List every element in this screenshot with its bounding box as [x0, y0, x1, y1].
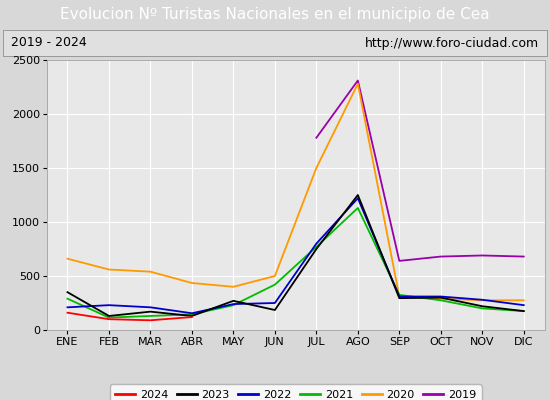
2020 — [479, 298, 486, 303]
2023 — [106, 314, 112, 318]
2020 — [355, 81, 361, 86]
2021 — [230, 303, 236, 308]
2022 — [64, 305, 71, 310]
2022 — [479, 297, 486, 302]
2020 — [106, 267, 112, 272]
2022 — [396, 294, 403, 299]
2019 — [313, 135, 320, 140]
2023 — [313, 246, 320, 252]
2022 — [272, 301, 278, 306]
2021 — [189, 312, 195, 317]
2019 — [479, 253, 486, 258]
2024 — [64, 310, 71, 315]
2022 — [520, 303, 527, 308]
2024 — [147, 318, 154, 323]
2019 — [520, 254, 527, 259]
2021 — [355, 206, 361, 210]
2021 — [64, 296, 71, 301]
2023 — [437, 295, 444, 300]
2020 — [520, 298, 527, 303]
2021 — [272, 282, 278, 287]
2021 — [520, 309, 527, 314]
Line: 2022: 2022 — [68, 198, 524, 313]
2021 — [106, 315, 112, 320]
2023 — [147, 309, 154, 314]
2022 — [313, 241, 320, 246]
2022 — [106, 303, 112, 308]
Text: Evolucion Nº Turistas Nacionales en el municipio de Cea: Evolucion Nº Turistas Nacionales en el m… — [60, 8, 490, 22]
2020 — [189, 281, 195, 286]
2024 — [106, 317, 112, 322]
Text: 2019 - 2024: 2019 - 2024 — [11, 36, 87, 50]
2023 — [64, 290, 71, 294]
2020 — [396, 294, 403, 299]
2023 — [230, 298, 236, 303]
2019 — [437, 254, 444, 259]
2020 — [230, 284, 236, 289]
2020 — [313, 166, 320, 170]
2021 — [479, 306, 486, 311]
2023 — [355, 192, 361, 197]
Line: 2021: 2021 — [68, 208, 524, 318]
2023 — [520, 309, 527, 314]
2023 — [272, 308, 278, 312]
2022 — [437, 294, 444, 299]
2021 — [313, 244, 320, 249]
2021 — [437, 298, 444, 303]
Line: 2020: 2020 — [68, 84, 524, 300]
2020 — [272, 274, 278, 278]
2020 — [64, 256, 71, 261]
2023 — [479, 304, 486, 309]
2023 — [189, 314, 195, 318]
2021 — [147, 314, 154, 318]
2020 — [437, 296, 444, 301]
Line: 2024: 2024 — [68, 313, 192, 320]
2021 — [396, 292, 403, 297]
2022 — [147, 305, 154, 310]
Legend: 2024, 2023, 2022, 2021, 2020, 2019: 2024, 2023, 2022, 2021, 2020, 2019 — [109, 384, 482, 400]
2024 — [189, 315, 195, 320]
2023 — [396, 296, 403, 300]
Text: http://www.foro-ciudad.com: http://www.foro-ciudad.com — [365, 36, 539, 50]
2019 — [396, 258, 403, 263]
2019 — [355, 78, 361, 83]
2022 — [355, 196, 361, 201]
Line: 2023: 2023 — [68, 195, 524, 316]
Line: 2019: 2019 — [316, 80, 524, 261]
2022 — [189, 311, 195, 316]
2020 — [147, 269, 154, 274]
2022 — [230, 302, 236, 306]
